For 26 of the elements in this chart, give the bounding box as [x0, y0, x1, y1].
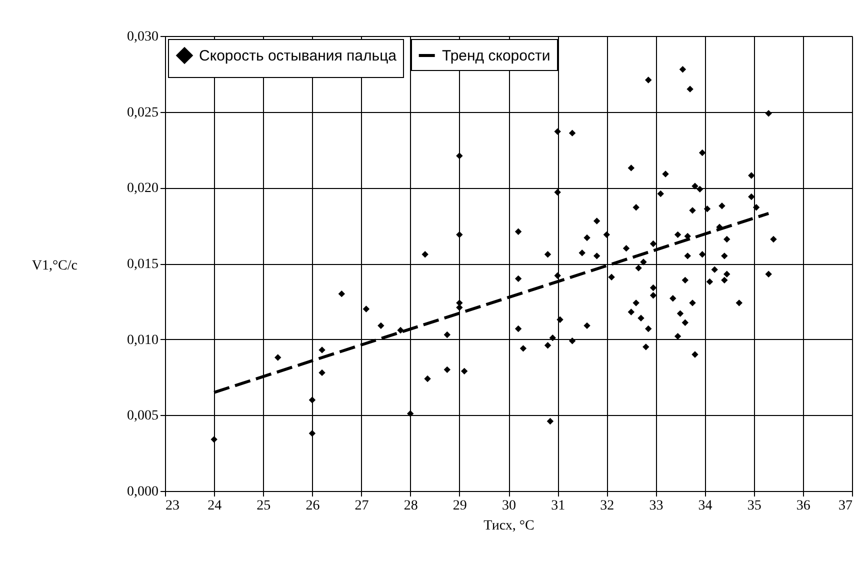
- y-tick-label: 0,020: [127, 181, 158, 196]
- y-axis-title: V1,°C/c: [32, 258, 78, 274]
- x-tick-label: 35: [747, 498, 762, 514]
- x-tick-label: 33: [649, 498, 664, 514]
- x-tick-label: 25: [256, 498, 271, 514]
- x-tick-label: 36: [796, 498, 810, 514]
- x-tick-label: 27: [354, 498, 369, 514]
- x-tick-label: 34: [698, 498, 712, 514]
- x-tick-label: 30: [502, 498, 516, 514]
- x-tick-label: 29: [452, 498, 467, 514]
- y-tick-label: 0,010: [127, 332, 158, 348]
- x-tick-label: 32: [600, 498, 614, 514]
- y-tick-label: 0,015: [127, 257, 158, 272]
- legend-label: Тренд скорости: [442, 48, 550, 64]
- x-tick-label: 28: [404, 498, 418, 514]
- x-tick-label: 31: [551, 498, 566, 514]
- x-tick-label: 37: [838, 498, 852, 514]
- y-tick-label: 0,000: [127, 484, 158, 500]
- x-axis-title: Тисх, °C: [484, 518, 534, 534]
- y-tick-label: 0,005: [127, 408, 158, 424]
- y-tick-label: 0,025: [127, 105, 158, 120]
- x-tick-label: 26: [306, 498, 320, 514]
- y-tick-label: 0,030: [127, 30, 158, 44]
- legend-label: Скорость остывания пальца: [199, 48, 398, 64]
- x-tick-label: 23: [166, 498, 180, 514]
- x-tick-label: 24: [208, 498, 222, 514]
